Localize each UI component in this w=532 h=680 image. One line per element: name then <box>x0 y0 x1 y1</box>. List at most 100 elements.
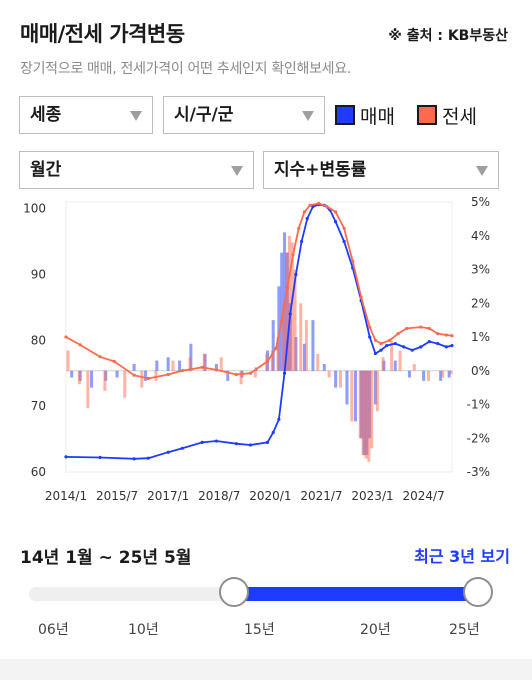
district-select[interactable]: 시/구/군 <box>163 96 325 134</box>
bar-jeonse-22 <box>304 320 308 371</box>
bar-jeonse-25 <box>338 370 342 388</box>
point-jeonse-6 <box>166 372 170 377</box>
bar-sale-37 <box>407 370 411 378</box>
period-select-value: 월간 <box>30 160 62 180</box>
y-left-tick-0: 60 <box>31 465 46 479</box>
point-sale-31 <box>402 345 406 349</box>
point-jeonse-3 <box>112 359 116 363</box>
point-sale-26 <box>368 335 372 339</box>
point-sale-6 <box>200 440 204 444</box>
bar-jeonse-30 <box>367 370 371 462</box>
point-sale-37 <box>450 343 454 348</box>
page-subtitle: 장기적으로 매매, 전세가격이 어떤 추세인지 확인해보세요. <box>20 61 351 77</box>
bar-jeonse-4 <box>123 370 127 398</box>
point-jeonse-35 <box>444 333 448 337</box>
bar-jeonse-9 <box>202 353 206 371</box>
bar-sale-6 <box>143 370 147 381</box>
point-jeonse-24 <box>351 259 355 263</box>
year-label-15: 15년 <box>244 622 275 638</box>
point-sale-5 <box>180 446 184 450</box>
bar-sale-26 <box>322 364 326 371</box>
bar-sale-9 <box>178 360 182 371</box>
y-left-tick-4: 100 <box>23 202 46 216</box>
bar-sale-12 <box>214 364 218 371</box>
range-slider-end-handle[interactable] <box>463 577 493 607</box>
chevron-down-icon <box>476 166 488 176</box>
bar-sale-27 <box>334 370 338 388</box>
point-jeonse-36 <box>450 334 454 338</box>
district-select-value: 시/구/군 <box>174 105 234 125</box>
chevron-down-icon <box>302 111 314 121</box>
point-sale-11 <box>271 430 275 435</box>
region-select[interactable]: 세종 <box>19 96 153 134</box>
bar-jeonse-31 <box>370 370 374 449</box>
range-slider-start-handle[interactable] <box>219 577 249 607</box>
legend-jeonse-toggle[interactable]: 전세 <box>417 102 477 128</box>
point-sale-4 <box>166 450 170 454</box>
price-chart: 60 70 80 90 100 -3% -2% -1% 0% 1% 2% 3% 4% 5% 2014/1 20… <box>23 195 490 503</box>
point-sale-7 <box>214 439 219 443</box>
point-jeonse-17 <box>297 226 301 230</box>
y-right-tick-5: 2% <box>471 296 490 310</box>
bar-jeonse-6 <box>154 370 158 381</box>
y-left-tick-1: 70 <box>31 399 46 413</box>
bar-sale-8 <box>166 357 170 371</box>
recent-3-years-button[interactable]: 최근 3년 보기 <box>414 547 510 566</box>
bar-sale-17 <box>271 320 275 371</box>
plot-area <box>65 201 453 473</box>
y-left-tick-3: 90 <box>31 267 46 281</box>
bar-sale-5 <box>132 364 136 371</box>
year-label-06: 06년 <box>38 622 69 638</box>
legend-sale-toggle[interactable]: 매매 <box>335 102 395 128</box>
point-jeonse-22 <box>334 210 338 214</box>
bar-jeonse-12 <box>253 370 257 378</box>
point-sale-22 <box>334 220 338 224</box>
point-sale-9 <box>248 443 253 447</box>
x-tick-2: 2017/1 <box>147 489 189 503</box>
bar-jeonse-5 <box>140 370 144 388</box>
y-right-tick-6: 3% <box>471 263 490 277</box>
x-tick-4: 2020/1 <box>249 489 291 503</box>
y-right-tick-2: -1% <box>467 398 490 412</box>
bar-jeonse-19 <box>290 242 294 371</box>
point-jeonse-34 <box>436 332 440 336</box>
y-right-tick-3: 0% <box>471 364 490 378</box>
point-sale-2 <box>132 457 136 461</box>
legend-sale-swatch <box>335 105 355 125</box>
point-jeonse-26 <box>368 325 372 329</box>
bar-jeonse-16 <box>282 303 286 371</box>
point-sale-10 <box>265 440 270 444</box>
point-jeonse-19 <box>308 203 312 207</box>
point-jeonse-10 <box>234 372 238 377</box>
period-select[interactable]: 월간 <box>19 151 254 189</box>
bar-jeonse-0 <box>66 350 70 371</box>
year-label-20: 20년 <box>360 622 391 638</box>
chevron-down-icon <box>231 166 243 176</box>
point-jeonse-18 <box>302 210 307 214</box>
legend-jeonse-swatch <box>417 105 437 125</box>
point-sale-35 <box>436 341 440 346</box>
x-tick-5: 2021/7 <box>300 489 342 503</box>
bar-jeonse-28 <box>361 370 365 456</box>
metric-select-value: 지수+변동률 <box>274 160 367 180</box>
point-sale-1 <box>98 455 102 460</box>
point-sale-23 <box>342 239 346 244</box>
bar-jeonse-20 <box>293 269 297 371</box>
bottom-bar <box>0 659 532 680</box>
bar-sale-0 <box>70 370 74 378</box>
point-sale-13 <box>282 371 287 375</box>
bar-jeonse-39 <box>449 370 453 375</box>
bar-jeonse-23 <box>316 353 320 371</box>
x-tick-7: 2024/7 <box>403 489 445 503</box>
x-tick-0: 2014/1 <box>45 489 87 503</box>
point-sale-0 <box>64 455 68 459</box>
bar-jeonse-37 <box>426 370 430 381</box>
bar-jeonse-11 <box>239 370 243 385</box>
bar-sale-29 <box>354 370 357 422</box>
metric-select[interactable]: 지수+변동률 <box>263 151 499 189</box>
bar-sale-28 <box>345 370 349 405</box>
point-jeonse-15 <box>285 286 289 290</box>
bar-sale-24 <box>302 343 306 371</box>
x-tick-6: 2023/1 <box>351 489 393 503</box>
y-left-tick-2: 80 <box>31 333 46 347</box>
